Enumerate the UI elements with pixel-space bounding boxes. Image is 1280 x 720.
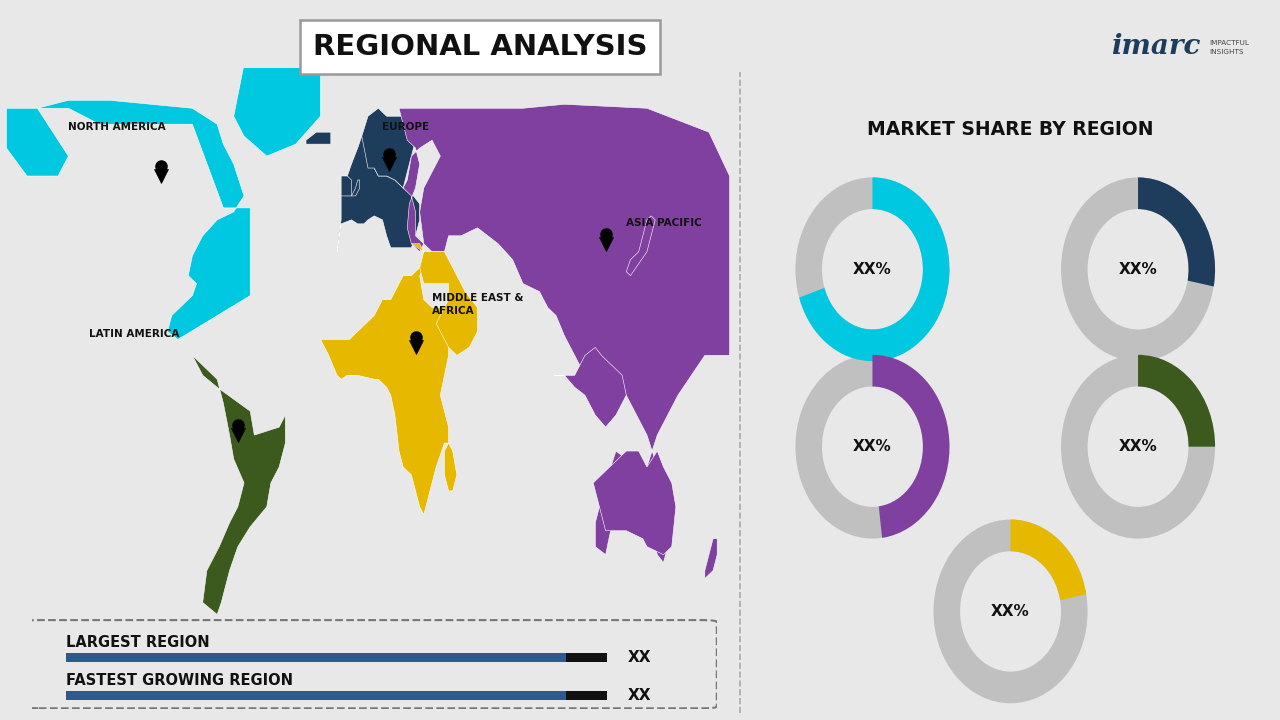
FancyBboxPatch shape bbox=[67, 654, 566, 662]
Polygon shape bbox=[10, 100, 250, 339]
Polygon shape bbox=[337, 108, 420, 252]
Polygon shape bbox=[342, 176, 352, 196]
Polygon shape bbox=[593, 451, 676, 554]
Text: MARKET SHARE BY REGION: MARKET SHARE BY REGION bbox=[868, 120, 1153, 140]
Text: XX%: XX% bbox=[1119, 439, 1157, 454]
Text: XX%: XX% bbox=[991, 604, 1030, 619]
Text: XX: XX bbox=[627, 688, 652, 703]
Polygon shape bbox=[399, 104, 730, 562]
Polygon shape bbox=[626, 216, 655, 276]
Wedge shape bbox=[795, 355, 950, 539]
Polygon shape bbox=[352, 180, 360, 196]
Text: LARGEST REGION: LARGEST REGION bbox=[67, 635, 210, 650]
Text: INSIGHTS: INSIGHTS bbox=[1210, 49, 1244, 55]
Polygon shape bbox=[234, 64, 320, 156]
Polygon shape bbox=[705, 539, 717, 579]
Polygon shape bbox=[362, 108, 416, 188]
Polygon shape bbox=[554, 348, 626, 427]
Text: EUROPE: EUROPE bbox=[383, 122, 430, 132]
Wedge shape bbox=[1061, 177, 1215, 361]
Wedge shape bbox=[795, 177, 950, 361]
Wedge shape bbox=[933, 520, 1088, 703]
Text: MIDDLE EAST &
AFRICA: MIDDLE EAST & AFRICA bbox=[433, 293, 524, 315]
Text: XX: XX bbox=[627, 650, 652, 665]
FancyBboxPatch shape bbox=[566, 654, 607, 662]
FancyBboxPatch shape bbox=[566, 691, 607, 700]
Text: IMPACTFUL: IMPACTFUL bbox=[1210, 40, 1249, 46]
Wedge shape bbox=[1138, 355, 1215, 446]
Wedge shape bbox=[1011, 520, 1087, 600]
Text: REGIONAL ANALYSIS: REGIONAL ANALYSIS bbox=[312, 33, 648, 60]
Polygon shape bbox=[192, 356, 285, 614]
Text: XX%: XX% bbox=[852, 439, 892, 454]
Wedge shape bbox=[873, 355, 950, 538]
Polygon shape bbox=[320, 252, 448, 515]
Wedge shape bbox=[1138, 177, 1215, 287]
Text: XX%: XX% bbox=[1119, 262, 1157, 276]
Polygon shape bbox=[411, 244, 477, 356]
Text: NORTH AMERICA: NORTH AMERICA bbox=[68, 122, 166, 132]
Text: ASIA PACIFIC: ASIA PACIFIC bbox=[626, 218, 701, 228]
Text: FASTEST GROWING REGION: FASTEST GROWING REGION bbox=[67, 673, 293, 688]
Text: XX%: XX% bbox=[852, 262, 892, 276]
FancyBboxPatch shape bbox=[67, 691, 566, 700]
Text: LATIN AMERICA: LATIN AMERICA bbox=[90, 330, 179, 339]
Polygon shape bbox=[444, 443, 457, 491]
Wedge shape bbox=[799, 177, 950, 361]
Text: imarc: imarc bbox=[1111, 33, 1201, 60]
FancyBboxPatch shape bbox=[26, 620, 717, 708]
Polygon shape bbox=[306, 132, 330, 144]
Wedge shape bbox=[1061, 355, 1215, 539]
Polygon shape bbox=[6, 108, 68, 176]
